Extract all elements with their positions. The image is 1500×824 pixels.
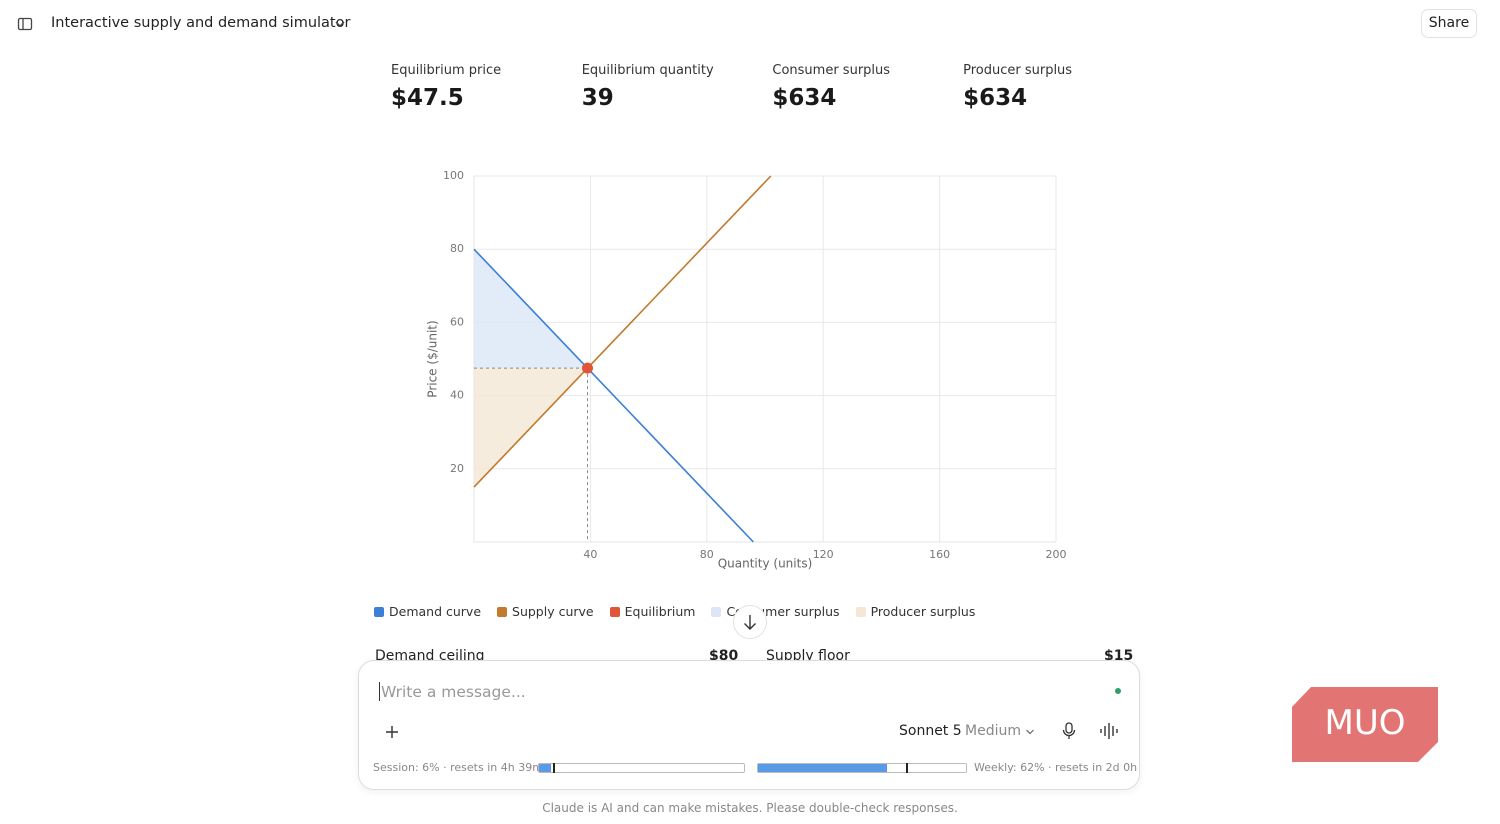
legend-label: Demand curve [389, 604, 482, 619]
legend-label: Supply curve [512, 604, 594, 619]
stat-label: Equilibrium quantity [581, 63, 714, 78]
x-tick-label: 200 [1046, 548, 1067, 561]
legend-label: Producer surplus [870, 604, 976, 619]
status-dot [1115, 688, 1121, 694]
x-tick-label: 120 [813, 548, 834, 561]
voice-button[interactable] [1099, 722, 1121, 740]
share-button[interactable]: Share [1421, 9, 1477, 38]
effort-level[interactable]: Medium [965, 723, 1021, 739]
stat-label: Equilibrium price [391, 63, 502, 78]
weekly-bar [757, 763, 967, 773]
stat-label: Producer surplus [963, 63, 1073, 78]
y-tick-label: 80 [450, 242, 464, 255]
watermark-text: MUO [1325, 703, 1406, 743]
sidebar-toggle[interactable] [17, 16, 33, 32]
x-tick-label: 40 [583, 548, 597, 561]
weekly-usage: Weekly: 62% · resets in 2d 0h [974, 761, 1138, 774]
legend-swatch [609, 606, 620, 617]
y-tick-label: 40 [450, 389, 464, 402]
session-usage: Session: 6% · resets in 4h 39m [373, 761, 543, 774]
stat-value: $634 [963, 85, 1028, 111]
legend-item: Producer surplus [855, 604, 976, 619]
message-input[interactable]: Write a message... [381, 683, 526, 701]
legend-swatch [374, 606, 384, 617]
title-chevron[interactable] [334, 18, 346, 30]
series-line [473, 175, 772, 488]
stat-value: $634 [772, 85, 837, 111]
disclaimer: Claude is AI and can make mistakes. Plea… [542, 801, 958, 815]
session-marker [553, 763, 555, 773]
legend-label: Equilibrium [624, 604, 696, 619]
add-button[interactable] [384, 724, 400, 740]
legend-swatch [855, 606, 866, 617]
caret [379, 682, 380, 701]
legend-item: Consumer surplus [711, 604, 840, 619]
y-tick-label: 100 [443, 169, 464, 182]
model-name[interactable]: Sonnet 5 [899, 723, 962, 739]
conversation-title[interactable]: Interactive supply and demand simulator [51, 15, 351, 31]
stat-label: Consumer surplus [772, 63, 891, 78]
x-axis-label: Quantity (units) [718, 557, 813, 571]
session-bar [538, 763, 745, 773]
equilibrium-point [581, 362, 593, 374]
watermark-logo: MUO [1292, 687, 1438, 762]
mic-button[interactable] [1061, 721, 1077, 741]
model-chevron[interactable] [1025, 727, 1035, 737]
weekly-marker [906, 763, 908, 773]
legend-swatch [497, 606, 508, 617]
legend: Demand curve Supply curve Equilibrium Consu… [374, 604, 975, 619]
y-tick-label: 20 [450, 462, 464, 475]
composer: Write a message... Sonnet 5 Medium Sessi… [358, 660, 1140, 790]
y-tick-label: 60 [450, 315, 464, 328]
weekly-fill [758, 764, 887, 772]
legend-item: Equilibrium [609, 604, 696, 619]
session-fill [539, 764, 552, 772]
stat-value: 39 [581, 85, 614, 111]
y-axis-label: Price ($/unit) [426, 320, 440, 397]
series-line [473, 248, 754, 543]
chart: 40 80 120 160 200 20 40 60 80 100 Quantity (units)… [426, 169, 1067, 571]
x-tick-label: 80 [700, 548, 714, 561]
x-tick-label: 160 [929, 548, 950, 561]
stat-value: $47.5 [391, 85, 464, 111]
legend-item: Demand curve [374, 604, 481, 619]
scroll-down-button[interactable] [732, 604, 768, 640]
legend-item: Supply curve [497, 604, 594, 619]
legend-swatch [711, 606, 722, 617]
